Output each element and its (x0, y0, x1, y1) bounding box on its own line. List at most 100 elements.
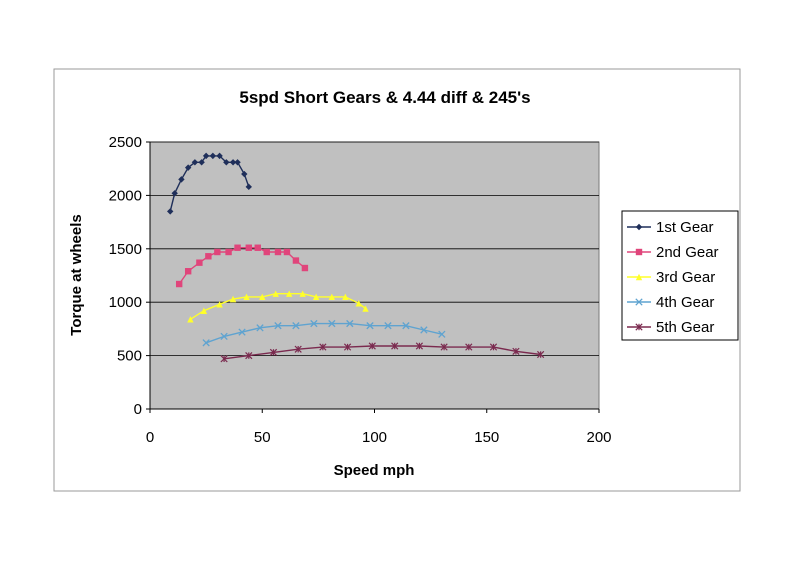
data-point (175, 280, 183, 288)
series-3 (187, 290, 369, 323)
data-point (635, 298, 643, 306)
data-point (274, 248, 282, 256)
y-tick-label: 2500 (109, 134, 142, 151)
legend-box (621, 210, 739, 341)
data-point (245, 351, 253, 360)
data-point (196, 259, 203, 266)
data-point (346, 319, 354, 328)
data-point (635, 323, 643, 331)
data-point (384, 322, 392, 330)
x-tick-label: 50 (254, 429, 271, 446)
legend-label: 2nd Gear (656, 244, 719, 261)
data-point (368, 342, 376, 350)
data-point (312, 293, 320, 301)
legend-label: 1st Gear (656, 219, 714, 236)
data-point (263, 248, 270, 256)
data-point (283, 248, 291, 256)
x-tick-label: 150 (474, 429, 499, 446)
data-point (328, 293, 336, 301)
series-line (224, 345, 541, 360)
data-point (420, 326, 428, 334)
data-point (440, 343, 448, 351)
series-line (190, 293, 366, 320)
data-point (391, 342, 399, 350)
data-point (269, 348, 278, 357)
data-point (178, 176, 185, 183)
data-point (259, 293, 266, 301)
data-point (537, 350, 545, 359)
series-layer (167, 152, 545, 363)
data-point (438, 330, 446, 338)
data-point (171, 190, 178, 197)
legend-label: 5th Gear (656, 319, 714, 336)
data-point (220, 332, 228, 341)
legend-label: 3rd Gear (656, 269, 715, 286)
data-point (512, 347, 520, 355)
data-point (245, 183, 252, 191)
x-tick-label: 200 (586, 429, 611, 446)
data-point (489, 343, 498, 351)
legend-item: 3rd Gear (627, 269, 715, 286)
plot-area (149, 141, 600, 410)
legend-item: 1st Gear (627, 219, 714, 236)
chart-title: 5spd Short Gears & 4.44 diff & 245's (239, 88, 530, 107)
data-point (205, 253, 212, 260)
data-point (200, 307, 208, 314)
data-point (285, 290, 293, 297)
data-point (202, 152, 210, 160)
data-point (343, 343, 352, 351)
y-axis-ticks: 0 500 1000 1500 2000 2500 (109, 134, 150, 418)
data-point (635, 248, 643, 256)
data-point (256, 324, 264, 332)
data-point (229, 295, 237, 303)
data-point (272, 290, 279, 297)
data-point (274, 322, 282, 330)
series-2 (175, 244, 309, 288)
series-4 (202, 319, 446, 347)
data-point (241, 170, 248, 178)
data-point (342, 293, 349, 301)
legend: 1st Gear 2nd Gear 3rd Gear 4th Gear 5th Gear (627, 219, 719, 336)
data-point (292, 322, 300, 330)
data-point (301, 264, 309, 272)
x-axis-ticks: 0 50 100 150 200 (146, 409, 612, 446)
x-tick-label: 0 (146, 429, 154, 446)
data-point (254, 244, 261, 251)
data-point (187, 316, 194, 323)
legend-item: 4th Gear (627, 294, 714, 311)
data-point (366, 322, 374, 330)
data-point (635, 273, 643, 281)
y-axis-label: Torque at wheels (68, 214, 85, 335)
y-tick-label: 1500 (109, 241, 142, 258)
data-point (223, 159, 230, 166)
x-tick-label: 100 (362, 429, 387, 446)
data-point (202, 339, 210, 347)
data-point (225, 248, 232, 256)
data-point (184, 268, 192, 275)
data-point (310, 319, 318, 328)
data-point (294, 345, 302, 353)
data-point (229, 159, 237, 166)
series-5 (220, 342, 545, 363)
series-1 (167, 152, 252, 215)
data-point (214, 248, 221, 256)
data-point (465, 343, 473, 351)
data-point (245, 244, 252, 251)
data-point (319, 343, 327, 351)
data-point (209, 152, 217, 160)
data-point (243, 293, 250, 301)
y-tick-label: 500 (117, 348, 142, 365)
y-tick-label: 2000 (109, 187, 142, 204)
data-point (220, 355, 228, 363)
legend-label: 4th Gear (656, 294, 714, 311)
data-point (299, 290, 306, 297)
data-point (328, 319, 336, 328)
data-point (238, 328, 246, 336)
data-point (216, 152, 223, 160)
data-point (216, 301, 223, 308)
data-point (191, 159, 199, 166)
data-point (167, 208, 174, 215)
legend-item: 2nd Gear (627, 244, 719, 261)
data-point (292, 257, 300, 264)
